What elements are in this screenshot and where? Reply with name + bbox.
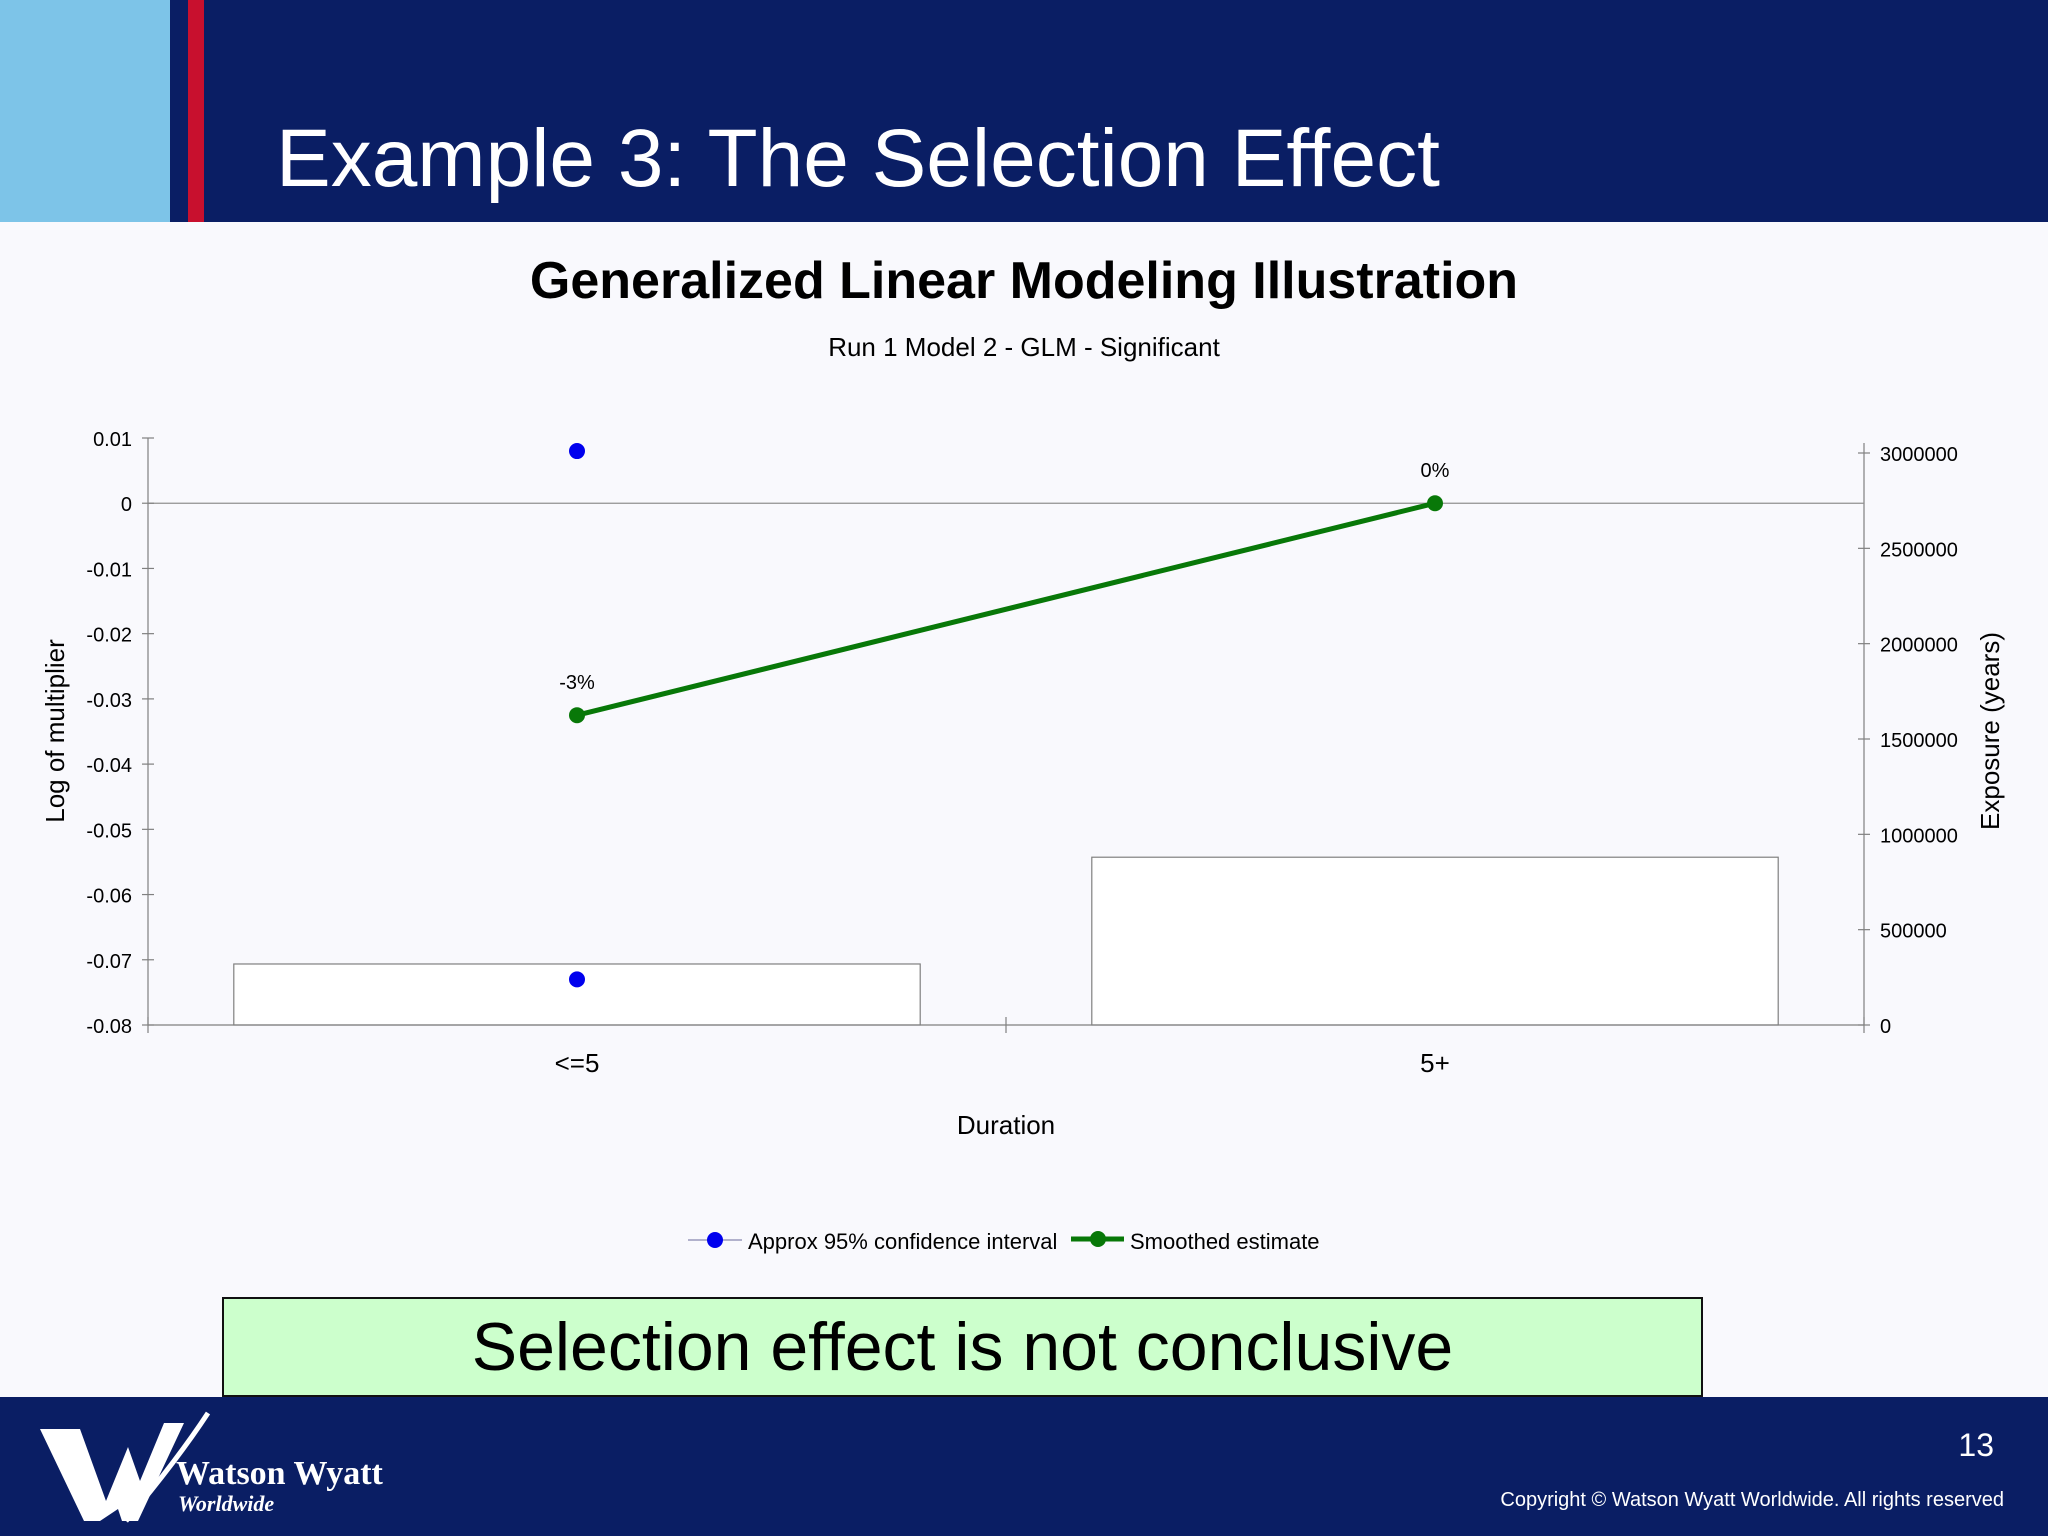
conclusion-callout: Selection effect is not conclusive: [222, 1297, 1703, 1397]
data-label: -3%: [559, 672, 595, 694]
legend-ci-label: Approx 95% confidence interval: [748, 1229, 1057, 1254]
x-axis-title: Duration: [957, 1110, 1055, 1140]
y-tick-label: -0.05: [86, 820, 132, 842]
header-accent-red: [188, 0, 204, 222]
chart-title: Generalized Linear Modeling Illustration: [530, 252, 1518, 310]
x-tick-label: 5+: [1420, 1048, 1450, 1078]
logo-swoosh: [124, 1411, 211, 1523]
y2-tick-label: 500000: [1880, 921, 1947, 943]
smoothed-estimate-point: [569, 707, 585, 724]
header-accent-light-blue: [0, 0, 170, 222]
confidence-interval-point: [569, 971, 585, 988]
data-label: 0%: [1421, 460, 1450, 482]
chart-area: Generalized Linear Modeling Illustration…: [0, 222, 2048, 1397]
logo-name: Watson Wyatt: [176, 1455, 384, 1492]
glm-chart: Generalized Linear Modeling Illustration…: [40, 252, 2005, 1254]
y2-axis-title: Exposure (years): [1975, 632, 2005, 830]
x-tick-label: <=5: [555, 1048, 600, 1078]
y-axis-title: Log of multiplier: [40, 639, 70, 823]
logo-sub: Worldwide: [178, 1491, 274, 1516]
y2-tick-label: 2000000: [1880, 635, 1958, 657]
exposure-bar: [1091, 856, 1779, 1026]
y2-tick-label: 0: [1880, 1016, 1891, 1038]
y-tick-label: -0.06: [86, 886, 132, 908]
y-tick-label: -0.07: [86, 951, 132, 973]
watson-wyatt-logo: Watson Wyatt Worldwide: [40, 1411, 384, 1523]
legend-ci-marker: [707, 1232, 723, 1248]
y-tick-label: -0.08: [86, 1016, 132, 1038]
y-tick-label: 0.01: [93, 429, 132, 451]
y2-tick-label: 1500000: [1880, 730, 1958, 752]
copyright-text: Copyright © Watson Wyatt Worldwide. All …: [1500, 1489, 2004, 1511]
chart-subtitle: Run 1 Model 2 - GLM - Significant: [828, 332, 1220, 362]
y2-tick-label: 2500000: [1880, 539, 1958, 561]
legend-smoothed-label: Smoothed estimate: [1130, 1229, 1320, 1254]
y2-tick-label: 3000000: [1880, 444, 1958, 466]
legend-smoothed-marker: [1090, 1231, 1106, 1247]
y-tick-label: -0.01: [86, 559, 132, 581]
footer-bar: Watson Wyatt Worldwide 13 Copyright © Wa…: [0, 1397, 2048, 1536]
smoothed-estimate-point: [1427, 495, 1443, 512]
y-tick-label: -0.02: [86, 625, 132, 647]
logo-w-mark: [40, 1423, 184, 1521]
plot-layer: 0.01 0 -0.01 -0.02 -0.03 -0.04 -0.05 -0.06 -0.07…: [86, 429, 1957, 1078]
legend: Approx 95% confidence interval Smoothed …: [688, 1229, 1320, 1254]
page-number: 13: [1958, 1427, 1994, 1463]
y-tick-label: -0.03: [86, 690, 132, 712]
slide-title: Example 3: The Selection Effect: [276, 113, 1440, 204]
confidence-interval-point: [569, 443, 585, 460]
header-bar: Example 3: The Selection Effect: [0, 0, 2048, 222]
y-tick-label: -0.04: [86, 755, 132, 777]
conclusion-text: Selection effect is not conclusive: [471, 1309, 1454, 1385]
y2-tick-label: 1000000: [1880, 825, 1958, 847]
y-tick-label: 0: [121, 494, 132, 516]
smoothed-estimate-line: [576, 500, 1436, 718]
